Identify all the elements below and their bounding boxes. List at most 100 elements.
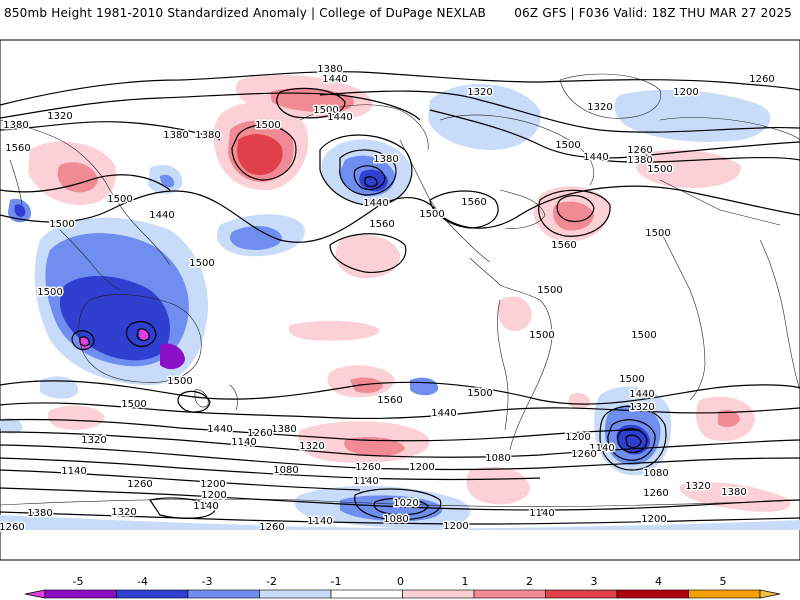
- contour-label: 1500: [631, 330, 656, 341]
- colorbar-tick-label: 1: [462, 575, 469, 588]
- contour-label: 1560: [5, 143, 30, 154]
- contour-label: 1080: [643, 468, 668, 479]
- colorbar-segment: [616, 589, 689, 599]
- colorbar-tick-label: 4: [655, 575, 662, 588]
- contour-label: 1560: [377, 395, 402, 406]
- contour-label: 1200: [443, 521, 468, 532]
- contour-label: 1140: [589, 443, 614, 454]
- contour-label: 1440: [327, 112, 352, 123]
- contour-label: 1440: [363, 198, 388, 209]
- colorbar-segment: [259, 589, 332, 599]
- colorbar-tick-label: 2: [526, 575, 533, 588]
- contour-label: 1320: [587, 102, 612, 113]
- colorbar-segment: [330, 589, 403, 599]
- contour-label: 1260: [259, 522, 284, 533]
- contour-label: 1500: [645, 228, 670, 239]
- contour-label: 1380: [627, 155, 652, 166]
- contour-label: 1380: [373, 154, 398, 165]
- colorbar-tick-label: -2: [266, 575, 277, 588]
- positive-anomaly-shading: [28, 74, 791, 512]
- run-info: 06Z GFS | F036 Valid: 18Z THU MAR 27 202…: [514, 6, 792, 20]
- contour-label: 1380: [721, 487, 746, 498]
- contour-label: 1200: [200, 479, 225, 490]
- contour-label: 1380: [27, 508, 52, 519]
- contour-label: 1320: [81, 435, 106, 446]
- contour-label: 1560: [369, 219, 394, 230]
- contour-label: 1380: [317, 64, 342, 75]
- colorbar-segment: [44, 589, 117, 599]
- colorbar-tick-label: -4: [137, 575, 148, 588]
- contour-label: 1320: [111, 507, 136, 518]
- contour-label: 1140: [307, 516, 332, 527]
- contour-label: 1500: [255, 120, 280, 131]
- contour-label: 1440: [431, 408, 456, 419]
- contour-label: 1200: [673, 87, 698, 98]
- contour-label: 1500: [189, 258, 214, 269]
- contour-label: 1320: [467, 87, 492, 98]
- contour-label: 1260: [0, 522, 25, 533]
- contour-label: 1080: [383, 514, 408, 525]
- contour-label: 1140: [193, 501, 218, 512]
- colorbar-segment: [473, 589, 546, 599]
- colorbar: -5 -4 -3 -2 -1 0 1 2 3 4 5: [24, 575, 781, 599]
- contour-label: 1500: [529, 330, 554, 341]
- contour-label: 1500: [167, 376, 192, 387]
- colorbar-segment: [187, 589, 260, 599]
- contour-label: 1080: [485, 453, 510, 464]
- colorbar-segment: [116, 589, 189, 599]
- contour-label: 1440: [322, 74, 347, 85]
- contour-label: 1440: [583, 152, 608, 163]
- contour-label: 1500: [107, 194, 132, 205]
- contour-label: 1260: [355, 462, 380, 473]
- contour-label: 1500: [49, 219, 74, 230]
- colorbar-tick-label: 3: [591, 575, 598, 588]
- contour-label: 1500: [647, 164, 672, 175]
- contour-label: 1260: [749, 74, 774, 85]
- contour-label: 1500: [555, 140, 580, 151]
- contour-label: 1200: [565, 432, 590, 443]
- colorbar-tick-label: -3: [202, 575, 213, 588]
- coastlines: [0, 73, 800, 507]
- contour-label: 1440: [629, 389, 654, 400]
- contour-label: 1200: [409, 462, 434, 473]
- contour-label: 1380: [271, 424, 296, 435]
- contour-label: 1140: [353, 476, 378, 487]
- contour-label: 1140: [61, 466, 86, 477]
- contour-label: 1500: [619, 374, 644, 385]
- contour-label: 1200: [201, 490, 226, 501]
- contour-label: 1380: [195, 130, 220, 141]
- contour-label: 1500: [313, 105, 338, 116]
- colorbar-segment: [688, 589, 761, 599]
- contour-label: 1260: [127, 479, 152, 490]
- contour-label: 1380: [3, 120, 28, 131]
- contour-label: 1140: [231, 437, 256, 448]
- contour-label: 1380: [163, 130, 188, 141]
- contour-label: 1080: [273, 465, 298, 476]
- contour-label: 1500: [121, 399, 146, 410]
- height-contours: [0, 71, 800, 525]
- colorbar-segment: [402, 589, 475, 599]
- contour-label: 1560: [461, 197, 486, 208]
- contour-label: 1200: [641, 514, 666, 525]
- negative-anomaly-shading: [0, 83, 800, 530]
- colorbar-tick-label: -5: [73, 575, 84, 588]
- colorbar-tick-label: -1: [331, 575, 342, 588]
- contour-label: 1020: [393, 498, 418, 509]
- contour-label: 1260: [247, 428, 272, 439]
- contour-label: 1320: [299, 441, 324, 452]
- contour-label: 1560: [551, 240, 576, 251]
- colorbar-arrow-high: [759, 589, 781, 599]
- colorbar-arrow-low: [24, 589, 46, 599]
- contour-label: 1260: [643, 488, 668, 499]
- contour-label: 1260: [571, 449, 596, 460]
- contour-label: 1440: [149, 210, 174, 221]
- colorbar-tick-label: 5: [720, 575, 727, 588]
- contour-label: 1440: [207, 424, 232, 435]
- contour-label: 1320: [685, 481, 710, 492]
- map-title: 850mb Height 1981-2010 Standardized Anom…: [4, 6, 486, 20]
- colorbar-tick-label: 0: [397, 575, 404, 588]
- contour-label: 1320: [629, 402, 654, 413]
